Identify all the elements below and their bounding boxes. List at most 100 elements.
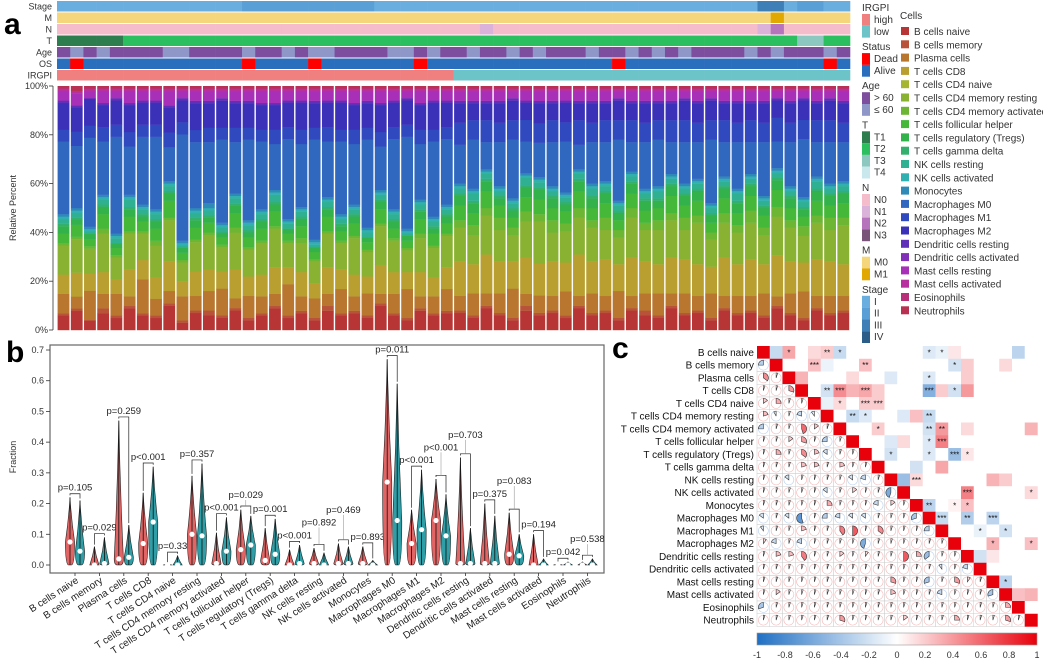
bar-segment-macrophages-m2 [361, 103, 374, 128]
bar-segment-t-cells-follicular-helper [427, 233, 440, 246]
pie-sector [890, 500, 896, 506]
track-cell [823, 24, 838, 35]
bar-segment-nk-cells-resting [414, 204, 427, 210]
pie-sector [826, 614, 830, 621]
track-cell [175, 58, 190, 69]
bar-segment-mast-cells-activated [110, 88, 123, 92]
bar-segment-plasma-cells [229, 298, 242, 309]
bar-segment-plasma-cells [837, 295, 850, 311]
bar-segment-dendritic-cells-resting [731, 100, 744, 104]
significance-stars: *** [988, 514, 997, 523]
bar-segment-nk-cells-activated [84, 228, 96, 232]
track-cell [572, 70, 586, 81]
bar-segment-nk-cells-activated [414, 201, 427, 205]
sample-bar [136, 86, 149, 331]
bar-segment-t-cells-follicular-helper [189, 227, 202, 240]
track-cell [321, 47, 335, 58]
bar-segment-macrophages-m1 [440, 127, 453, 140]
bar-segment-mast-cells-activated [612, 88, 625, 92]
corr-pie-cell [782, 486, 796, 500]
significance-stars: * [966, 501, 969, 510]
bar-segment-macrophages-m1 [625, 120, 638, 143]
bar-segment-mast-cells-activated [70, 90, 83, 94]
corr-pie-cell [846, 524, 860, 538]
bar-segment-macrophages-m1 [97, 127, 110, 142]
bar-segment-t-cells-cd8 [348, 274, 361, 297]
pie-sector [826, 525, 830, 531]
track-cell [479, 12, 494, 23]
bar-segment-nk-cells-resting [599, 186, 612, 192]
legend-label: M0 [874, 258, 888, 269]
pie-sector [775, 372, 779, 378]
bar-segment-b-cells-memory [705, 317, 718, 321]
track-cell [136, 70, 150, 81]
track-cell [228, 24, 243, 35]
bar-segment-t-cells-gamma-delta [454, 193, 466, 196]
bar-segment-monocytes [533, 177, 546, 180]
corr-pie-cell [935, 562, 949, 576]
sample-bar [824, 86, 836, 331]
bar-segment-nk-cells-activated [255, 211, 268, 215]
track-cell [83, 12, 97, 23]
bar-segment-macrophages-m0 [758, 142, 770, 196]
pie-sector [775, 398, 782, 404]
legend-label: T1 [874, 132, 886, 143]
bar-segment-nk-cells-resting [388, 214, 400, 220]
track-cell [625, 70, 639, 81]
pie-sector [890, 538, 893, 544]
track-cell [572, 24, 586, 35]
bar-segment-t-cells-cd8 [652, 264, 665, 294]
bar-segment-t-cells-cd4-memory-activated [810, 215, 823, 223]
track-cell [691, 24, 705, 35]
bar-segment-macrophages-m2 [97, 105, 110, 128]
bar-segment-neutrophils [784, 86, 797, 89]
bar-segment-t-cells-cd8 [454, 261, 466, 297]
track-cell [308, 1, 322, 12]
bar-segment-plasma-cells [97, 293, 110, 309]
corr-cell [910, 435, 923, 449]
sample-bar [599, 86, 612, 331]
bar-segment-dendritic-cells-resting [374, 102, 387, 106]
bar-segment-neutrophils [136, 86, 149, 89]
bar-segment-neutrophils [282, 86, 295, 89]
bar-segment-t-cells-cd4-memory-activated [784, 220, 797, 228]
bar-segment-b-cells-naive [388, 315, 400, 331]
bar-segment-t-cells-regulatory-tregs [401, 235, 414, 241]
legend-item-t-cells-regulatory-tregs: T cells regulatory (Tregs) [914, 133, 1025, 144]
bar-segment-t-cells-follicular-helper [57, 233, 70, 244]
bar-segment-macrophages-m0 [612, 139, 625, 201]
significance-stars: * [940, 348, 943, 357]
corr-cell [884, 397, 898, 410]
p-value-label: p=0.042 [546, 547, 581, 558]
y-tick-label: 80% [30, 130, 48, 140]
bar-segment-mast-cells-resting [559, 90, 572, 101]
bar-segment-macrophages-m1 [652, 120, 665, 140]
pie-sector [903, 602, 906, 608]
median-dot [579, 562, 586, 568]
bar-segment-macrophages-m2 [242, 103, 255, 128]
pie-sector [877, 602, 881, 608]
track-cell [374, 1, 388, 12]
legend-label: N2 [874, 219, 887, 230]
corr-pie-cell [846, 473, 860, 487]
corr-cell [1012, 499, 1025, 512]
track-cell [136, 35, 150, 46]
bar-segment-t-cells-cd4-memory-resting [810, 222, 823, 260]
legend-item-nk-cells-resting: NK cells resting [914, 160, 983, 171]
bar-segment-nk-cells-resting [255, 214, 268, 220]
corr-pie-cell [782, 473, 796, 487]
track-cell [123, 58, 137, 69]
corr-pie-cell [807, 486, 821, 500]
bar-segment-mast-cells-activated [216, 88, 229, 92]
track-cell [83, 58, 97, 69]
bar-segment-mast-cells-resting [361, 90, 374, 101]
bar-segment-macrophages-m2 [718, 103, 731, 121]
legend-title: Age [862, 81, 880, 92]
bar-segment-nk-cells-activated [57, 216, 70, 220]
bar-segment-nk-cells-activated [282, 221, 295, 224]
pie-sector [923, 551, 930, 560]
bar-segment-mast-cells-activated [533, 88, 546, 92]
median-dot [565, 562, 571, 568]
corr-cell [961, 486, 974, 500]
bar-segment-neutrophils [797, 86, 810, 89]
